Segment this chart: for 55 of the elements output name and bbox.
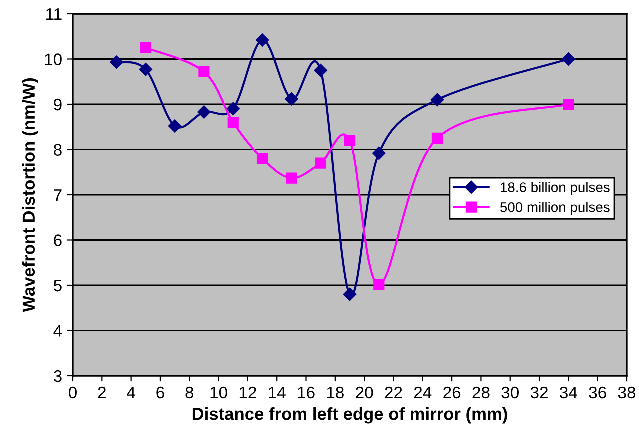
x-tick-label: 34 — [560, 386, 578, 399]
x-axis-title: Distance from left edge of mirror (mm) — [192, 408, 508, 424]
point — [374, 279, 385, 290]
y-tick-label: 11 — [46, 8, 62, 20]
x-tick-label: 6 — [156, 386, 164, 399]
point — [562, 52, 576, 66]
point — [432, 132, 444, 144]
x-tick-label: 16 — [298, 386, 315, 399]
point — [286, 172, 298, 184]
x-tick-label: 20 — [356, 386, 374, 399]
x-tick-label: 24 — [414, 386, 432, 398]
x-tick-label: 26 — [444, 386, 461, 399]
x-tick-label: 4 — [127, 387, 136, 398]
point — [198, 106, 211, 119]
point — [285, 92, 298, 106]
point — [228, 117, 239, 128]
x-tick-label: 8 — [186, 386, 194, 399]
y-tick-label: 3 — [54, 370, 62, 382]
y-tick-label: 4 — [54, 325, 62, 337]
point — [140, 42, 152, 54]
y-axis-title: Wavefront Distortion (nm/W) — [22, 78, 38, 312]
x-tick-label: 12 — [240, 386, 256, 398]
point — [563, 98, 574, 110]
point — [343, 288, 357, 302]
point — [344, 135, 356, 146]
x-tick-label: 22 — [385, 386, 402, 398]
x-tick-label: 0 — [69, 386, 77, 399]
legend-label: 500 million pulses — [500, 202, 610, 216]
y-tick-label: 8 — [54, 144, 62, 156]
y-tick-label: 7 — [54, 190, 62, 202]
point — [315, 158, 326, 169]
point — [139, 63, 152, 76]
x-tick-label: 10 — [210, 386, 228, 399]
point — [256, 153, 268, 164]
point — [110, 56, 124, 70]
point — [168, 120, 182, 133]
x-tick-label: 28 — [472, 386, 490, 399]
x-tick-label: 36 — [589, 386, 606, 399]
point — [372, 146, 386, 160]
x-tick-label: 2 — [98, 386, 106, 398]
legend-label: 18.6 billion pulses — [501, 182, 610, 196]
y-tick-label: 5 — [54, 280, 62, 292]
x-tick-label: 14 — [269, 387, 286, 398]
point — [256, 34, 270, 47]
point — [430, 93, 444, 107]
x-tick-label: 18 — [327, 386, 344, 399]
y-tick-label: 9 — [54, 98, 62, 111]
x-tick-label: 38 — [618, 386, 636, 399]
point — [314, 64, 328, 78]
x-tick-label: 32 — [530, 386, 548, 399]
y-tick-label: 10 — [45, 54, 62, 66]
point — [198, 66, 210, 78]
x-tick-label: 30 — [502, 386, 519, 399]
point — [226, 102, 240, 116]
y-tick-label: 6 — [54, 234, 62, 246]
